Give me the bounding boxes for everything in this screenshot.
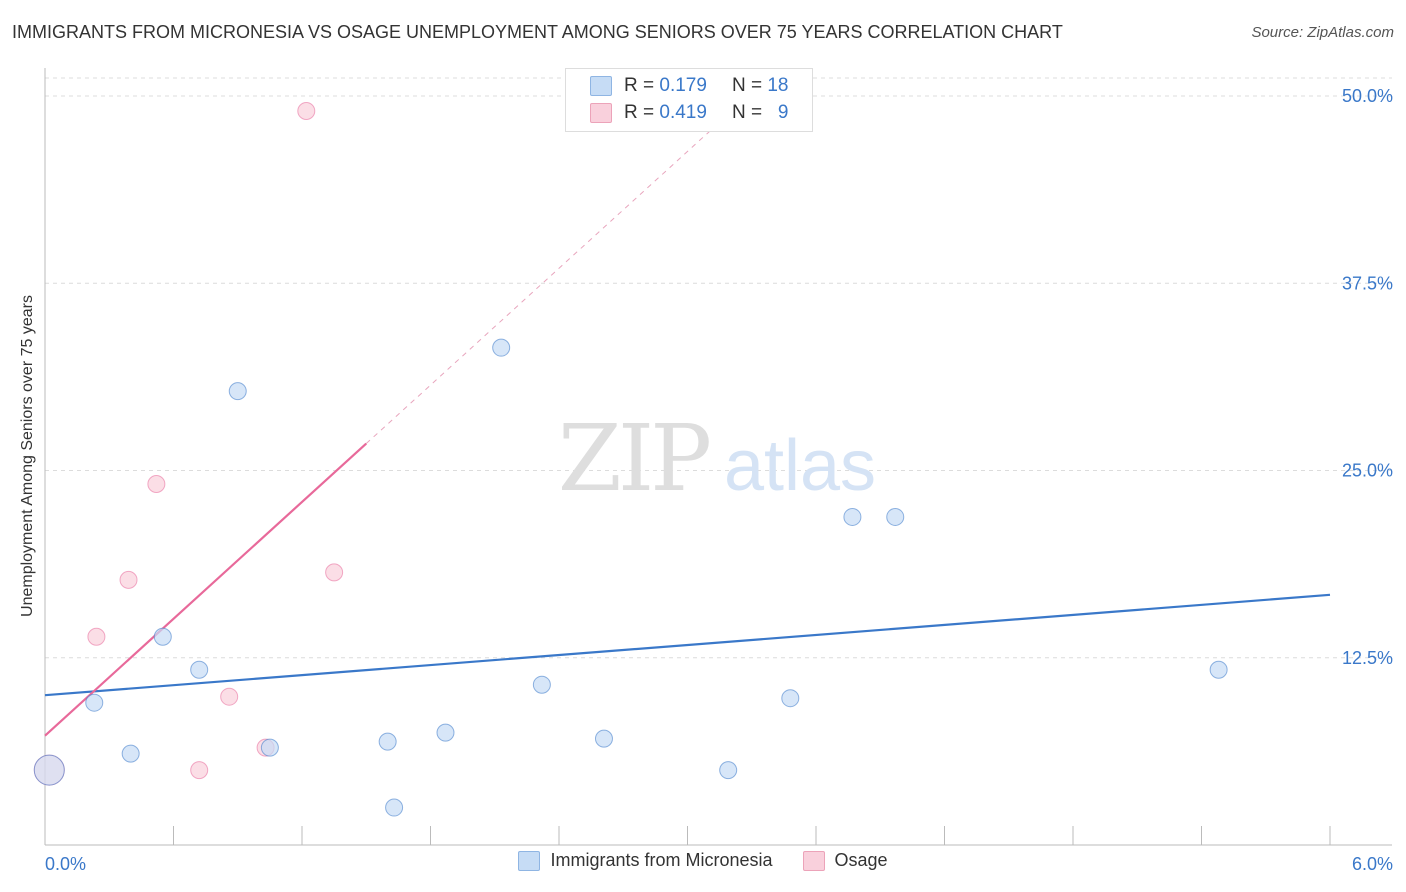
micronesia-point-0 — [33, 754, 65, 786]
y-tick-label: 12.5% — [1342, 648, 1393, 668]
series-swatch-micronesia — [518, 850, 541, 871]
legend-r-value: 0.419 — [659, 102, 707, 123]
series-legend: Immigrants from Micronesia Osage — [0, 850, 1406, 871]
series-label-micronesia: Immigrants from Micronesia — [550, 850, 773, 870]
legend-n-value: 9 — [777, 102, 789, 123]
micronesia-point-12 — [594, 729, 613, 748]
micronesia-point-6 — [260, 738, 279, 757]
x-tick-labels: 0.0% 6.0% — [45, 854, 1393, 874]
micronesia-point-3 — [153, 627, 172, 646]
osage-point-2 — [119, 570, 138, 589]
micronesia-point-1 — [85, 693, 104, 712]
y-tick-label: 37.5% — [1342, 273, 1393, 293]
osage-point-1 — [87, 627, 106, 646]
axes — [44, 68, 1392, 846]
series-label-osage: Osage — [834, 850, 888, 870]
y-tick-label: 25.0% — [1342, 461, 1393, 481]
osage-point-5 — [220, 687, 239, 706]
x-tick-label: 0.0% — [45, 854, 86, 874]
trend-lines — [44, 112, 1331, 737]
y-tick-labels: 12.5% 25.0% 37.5% 50.0% — [1342, 86, 1393, 668]
micronesia-point-9 — [436, 723, 455, 742]
correlation-legend: R = 0.179 N = 18 R = 0.419 N = 9 — [565, 68, 813, 132]
x-tick-label: 6.0% — [1352, 854, 1393, 874]
series-swatch-osage — [802, 850, 825, 871]
micronesia-point-10 — [492, 338, 511, 357]
micronesia-point-2 — [121, 744, 140, 763]
legend-n-value: 18 — [767, 75, 789, 96]
series-legend-micronesia[interactable]: Immigrants from Micronesia — [518, 850, 773, 871]
legend-r-label: R = — [624, 75, 655, 96]
micronesia-point-5 — [228, 382, 247, 401]
micronesia-point-13 — [719, 761, 738, 780]
watermark-atlas: atlas — [724, 426, 876, 506]
micronesia-point-17 — [1209, 660, 1228, 679]
legend-row-osage: R = 0.419 N = 9 — [590, 100, 788, 126]
osage-point-7 — [297, 101, 316, 120]
chart-title: IMMIGRANTS FROM MICRONESIA VS OSAGE UNEM… — [12, 22, 1063, 42]
legend-row-micronesia: R = 0.179 N = 18 — [590, 73, 788, 99]
y-tick-label: 50.0% — [1342, 86, 1393, 106]
micronesia-point-4 — [190, 660, 209, 679]
watermark-zip: ZIP — [558, 405, 709, 512]
osage-point-8 — [325, 563, 344, 582]
micronesia-point-8 — [385, 798, 404, 817]
micronesia-point-14 — [781, 689, 800, 708]
data-points — [33, 101, 1228, 817]
trend-extension-1 — [365, 112, 731, 444]
source-label: Source: ZipAtlas.com — [1251, 24, 1394, 41]
legend-swatch-osage — [590, 103, 612, 123]
micronesia-point-11 — [532, 675, 551, 694]
gridlines — [45, 77, 1392, 659]
osage-point-4 — [190, 761, 209, 780]
trend-line-1 — [44, 442, 367, 737]
micronesia-point-16 — [886, 507, 905, 526]
watermark: ZIP atlas — [558, 405, 876, 512]
legend-n-label: N = — [731, 102, 763, 123]
legend-swatch-micronesia — [590, 76, 612, 96]
legend-r-label: R = — [624, 102, 655, 123]
micronesia-point-15 — [843, 507, 862, 526]
legend-r-value: 0.179 — [659, 75, 707, 96]
micronesia-point-7 — [378, 732, 397, 751]
osage-point-3 — [147, 474, 166, 493]
legend-n-label: N = — [731, 75, 763, 96]
trend-line-0 — [44, 593, 1331, 697]
series-legend-osage[interactable]: Osage — [802, 850, 888, 871]
